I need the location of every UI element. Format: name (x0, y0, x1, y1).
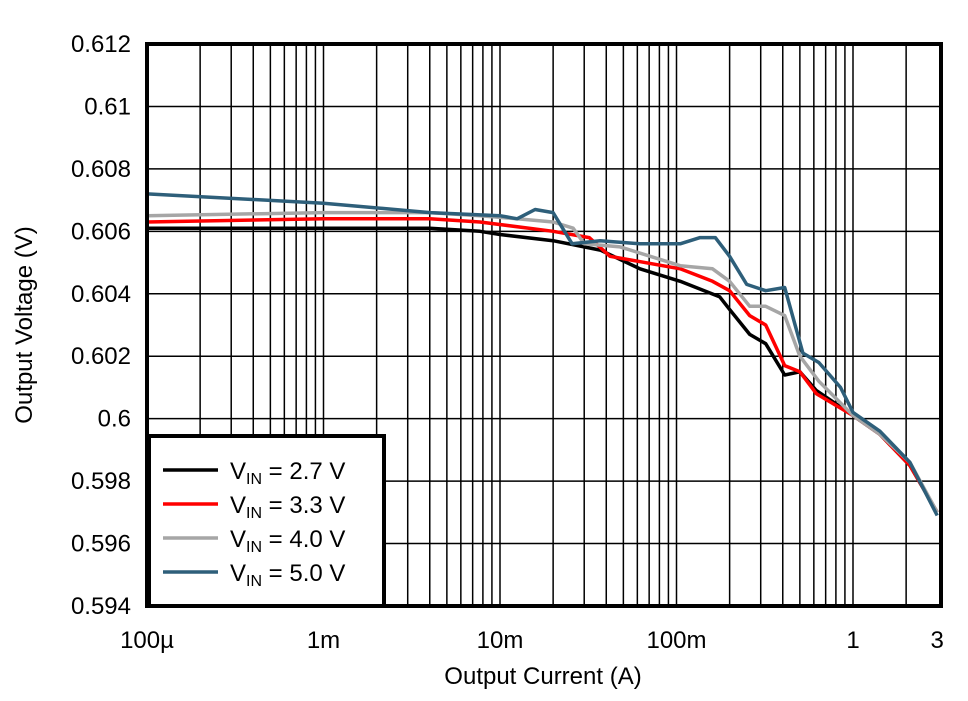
x-tick-labels: 100µ 1m 10m 100m 1 3 (120, 627, 944, 654)
legend-label-sub: IN (246, 539, 262, 556)
y-tick-label: 0.602 (71, 343, 131, 370)
legend-label-rest: = 5.0 V (262, 560, 345, 587)
y-tick-label: 0.596 (71, 531, 131, 558)
legend-label-main: V (230, 458, 246, 485)
y-tick-label: 0.61 (84, 93, 131, 120)
legend-label: VIN = 3.3 V (230, 492, 345, 522)
legend-label-rest: = 2.7 V (262, 458, 345, 485)
x-tick-label: 3 (931, 627, 944, 654)
legend-box (147, 434, 386, 608)
y-tick-label: 0.606 (71, 218, 131, 245)
legend-label: VIN = 4.0 V (230, 526, 345, 556)
x-tick-label: 1m (307, 627, 340, 654)
x-tick-label: 1 (846, 627, 859, 654)
x-tick-label: 100m (646, 627, 706, 654)
legend-label-sub: IN (246, 471, 262, 488)
x-tick-label: 100µ (120, 627, 174, 654)
plot-frame (145, 42, 943, 608)
y-tick-labels: 0.594 0.596 0.598 0.6 0.602 0.604 0.606 0.608 0.… (71, 31, 131, 620)
legend-label: VIN = 5.0 V (230, 560, 345, 590)
y-tick-label: 0.604 (71, 281, 131, 308)
legend-label-rest: = 3.3 V (262, 492, 345, 519)
y-tick-label: 0.598 (71, 468, 131, 495)
y-tick-label: 0.612 (71, 31, 131, 58)
series-layer (147, 192, 939, 517)
y-tick-label: 0.6 (98, 406, 131, 433)
y-tick-label: 0.594 (71, 593, 131, 620)
legend-label-main: V (230, 526, 246, 553)
x-axis-label: Output Current (A) (444, 663, 641, 690)
series-line-3 (147, 192, 939, 517)
x-tick-label: 10m (477, 627, 524, 654)
legend-label: VIN = 2.7 V (230, 458, 345, 488)
legend-label-sub: IN (246, 573, 262, 590)
legend-label-rest: = 4.0 V (262, 526, 345, 553)
legend-label-main: V (230, 560, 246, 587)
legend-label-main: V (230, 492, 246, 519)
y-axis-label: Output Voltage (V) (11, 226, 38, 423)
y-tick-label: 0.608 (71, 156, 131, 183)
legend-label-sub: IN (246, 505, 262, 522)
